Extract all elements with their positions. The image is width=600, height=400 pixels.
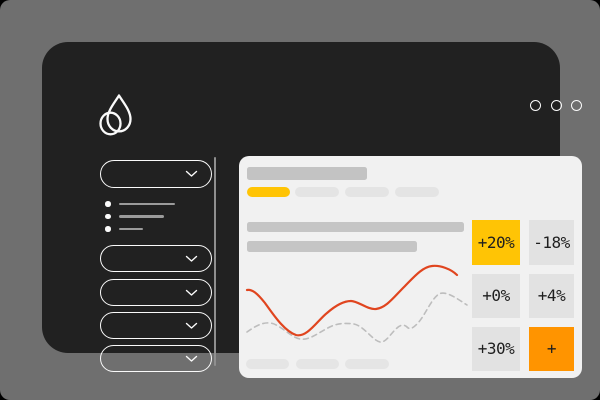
sidebar-dropdown-5[interactable] xyxy=(100,345,212,372)
add-tile-button[interactable]: + xyxy=(529,327,574,371)
legend-skeleton-pill xyxy=(345,359,389,369)
tab-2[interactable] xyxy=(295,187,339,197)
sidebar-dropdown-3[interactable] xyxy=(100,279,212,306)
sidebar-dropdown-2[interactable] xyxy=(100,245,212,272)
window-control-dot[interactable] xyxy=(571,99,582,111)
sidebar-list-item[interactable] xyxy=(100,199,175,209)
stat-tile[interactable]: -18% xyxy=(529,220,574,265)
drop-leaf-logo-icon xyxy=(99,94,132,136)
legend-skeleton-pill xyxy=(296,359,339,369)
bullet-icon xyxy=(105,213,111,220)
stat-tile[interactable]: +0% xyxy=(472,274,520,318)
window-controls xyxy=(530,99,582,111)
legend-skeleton-pill xyxy=(246,359,289,369)
chevron-down-icon xyxy=(185,355,198,362)
page-title-skeleton xyxy=(247,167,367,180)
chevron-down-icon xyxy=(185,170,198,177)
sidebar-dropdown-4[interactable] xyxy=(100,312,212,339)
text-skeleton-bar xyxy=(247,241,417,252)
chevron-down-icon xyxy=(185,255,198,262)
stat-tile[interactable]: +30% xyxy=(472,327,520,371)
list-item-text-skeleton xyxy=(118,215,164,218)
window-control-dot[interactable] xyxy=(550,99,562,111)
window-control-dot[interactable] xyxy=(530,99,541,111)
sidebar-list-item[interactable] xyxy=(100,224,143,234)
bullet-icon xyxy=(105,226,111,232)
series-solid-line xyxy=(245,264,459,337)
bullet-icon xyxy=(105,201,111,207)
list-item-text-skeleton xyxy=(118,202,175,206)
line-chart xyxy=(245,264,468,343)
chevron-down-icon xyxy=(185,322,198,329)
stat-tile-grid: +20% -18% +0% +4% +30% + xyxy=(472,220,574,371)
stat-tile-selected[interactable]: +20% xyxy=(472,220,520,265)
series-dashed-line xyxy=(246,292,468,343)
chevron-down-icon xyxy=(185,289,198,296)
text-skeleton-bar xyxy=(247,222,464,232)
stat-tile[interactable]: +4% xyxy=(529,274,574,318)
sidebar-list-item[interactable] xyxy=(100,212,164,222)
sidebar-dropdown-1[interactable] xyxy=(100,160,212,188)
sidebar-divider xyxy=(213,157,216,366)
tab-3[interactable] xyxy=(345,187,389,197)
tab-active[interactable] xyxy=(247,187,290,197)
list-item-text-skeleton xyxy=(118,227,143,231)
tab-4[interactable] xyxy=(395,187,439,197)
app-window: +20% -18% +0% +4% +30% + xyxy=(42,42,582,378)
main-content-panel: +20% -18% +0% +4% +30% + xyxy=(239,156,582,378)
